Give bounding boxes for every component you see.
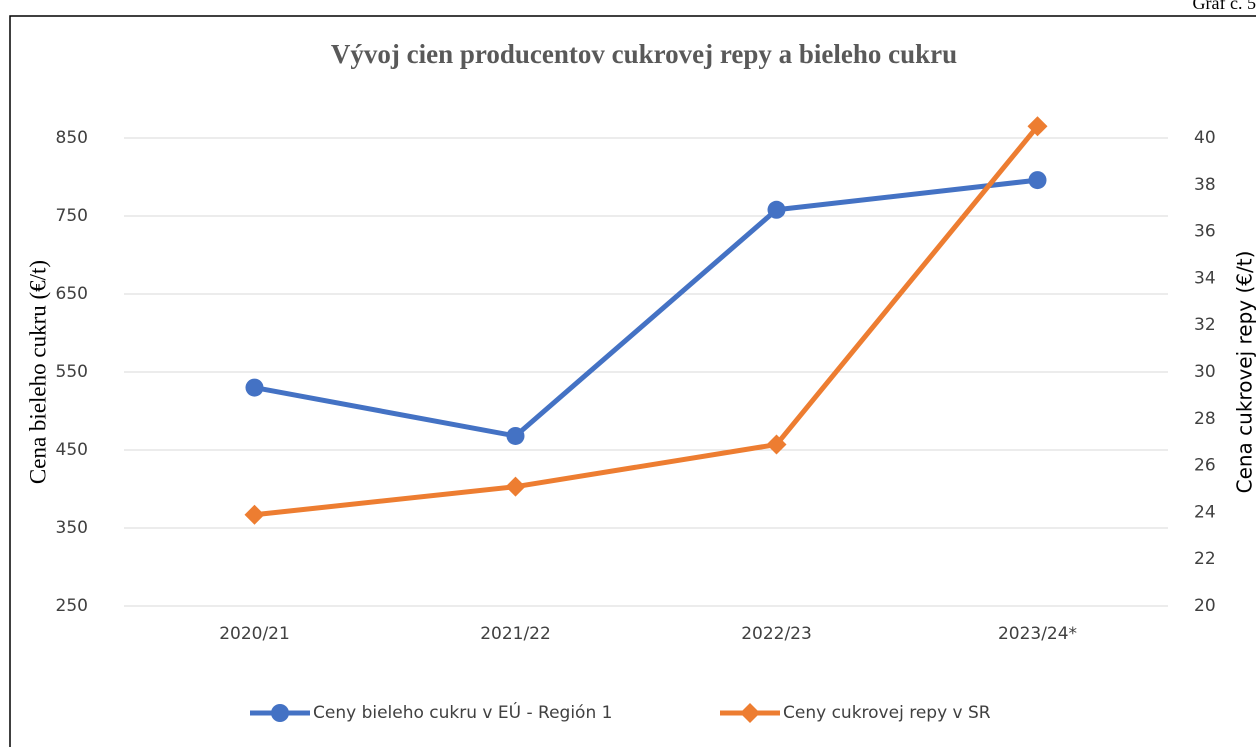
y2-tick-label: 26: [1194, 456, 1216, 476]
y2-tick-label: 32: [1194, 315, 1216, 335]
y2-tick-label: 40: [1194, 128, 1216, 148]
y-tick-label: 450: [56, 440, 88, 460]
y2-axis-title: Cena cukrovej repy (€/t): [1233, 251, 1256, 494]
y2-tick-label: 34: [1194, 268, 1216, 288]
x-tick-label: 2023/24*: [998, 624, 1077, 644]
chart-title: Vývoj cien producentov cukrovej repy a b…: [331, 39, 957, 69]
x-tick-label: 2022/23: [741, 624, 812, 644]
caption: Graf č. 5: [1193, 0, 1256, 13]
legend-label: Ceny cukrovej repy v SR: [783, 703, 991, 723]
legend-marker: [740, 703, 760, 723]
y2-tick-label: 38: [1194, 175, 1216, 195]
point: [1027, 116, 1048, 137]
y-axis-title: Cena bieleho cukru (€/t): [25, 260, 50, 484]
point: [506, 426, 525, 445]
y2-tick-label: 24: [1194, 502, 1216, 522]
y-tick-label: 550: [56, 362, 88, 382]
y-tick-label: 750: [56, 206, 88, 226]
point: [245, 378, 264, 397]
chart-frame: [9, 15, 1256, 747]
legend-label: Ceny bieleho cukru v EÚ - Región 1: [313, 701, 612, 723]
point: [767, 200, 786, 219]
y2-tick-label: 28: [1194, 409, 1216, 429]
y-tick-label: 850: [56, 128, 88, 148]
line: [254, 124, 1040, 518]
y2-tick-label: 36: [1194, 222, 1216, 242]
y2-tick-label: 30: [1194, 362, 1216, 382]
point: [244, 504, 265, 525]
y-tick-label: 350: [56, 518, 88, 538]
legend-marker: [271, 704, 289, 722]
y2-tick-label: 20: [1194, 596, 1216, 616]
point: [1028, 171, 1047, 190]
line: [254, 177, 1038, 439]
point: [505, 476, 526, 497]
y-tick-label: 650: [56, 284, 88, 304]
point: [766, 434, 787, 455]
x-tick-label: 2021/22: [480, 624, 551, 644]
x-tick-label: 2020/21: [219, 624, 290, 644]
y-tick-label: 250: [56, 596, 88, 616]
y2-tick-label: 22: [1194, 549, 1216, 569]
